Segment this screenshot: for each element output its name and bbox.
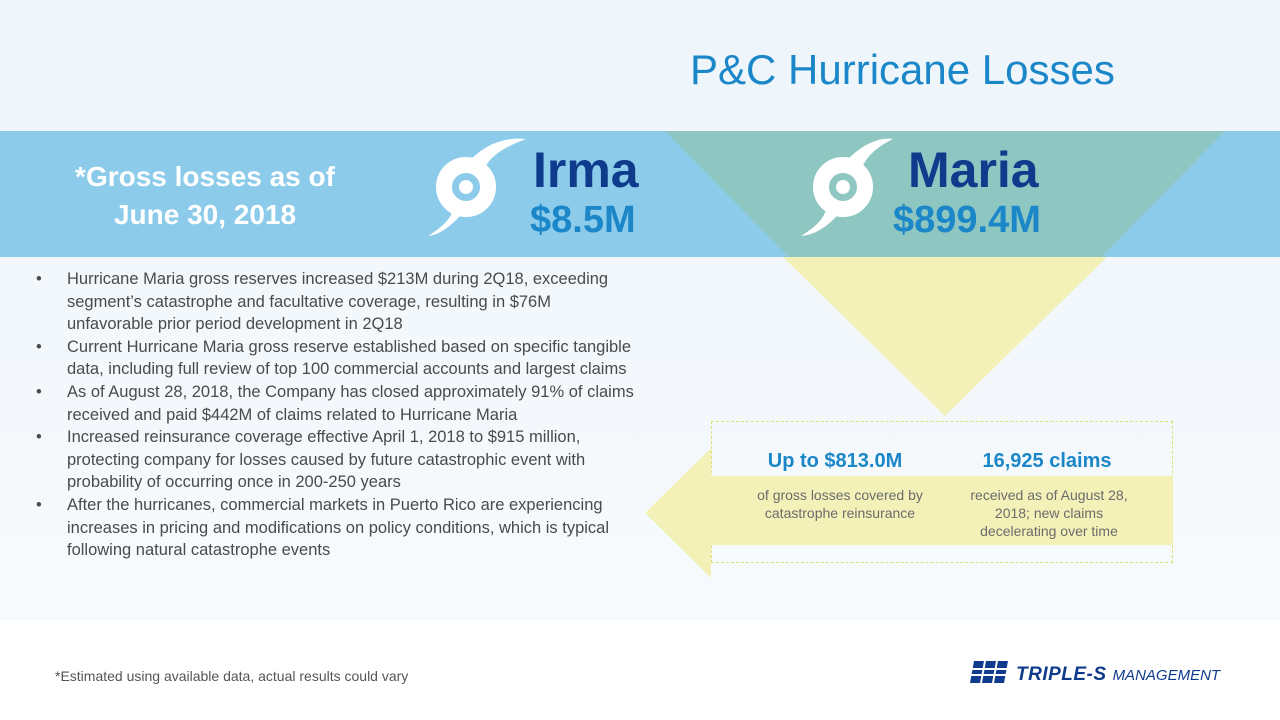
storm-amount-maria: $899.4M (893, 199, 1041, 241)
decorative-shapes (645, 131, 1225, 578)
bullet-text: Increased reinsurance coverage effective… (67, 428, 586, 492)
storm-name-maria: Maria (908, 142, 1039, 198)
hurricane-icon (428, 138, 526, 236)
stat-claims-headline: 16,925 claims (982, 450, 1112, 472)
bullet-dot: • (36, 428, 42, 447)
stat-claims-text: received as of August 28, 2018; new clai… (970, 487, 1128, 539)
brand-logo: TRIPLE-S MANAGEMENT (1016, 664, 1220, 686)
storm-amount-irma: $8.5M (530, 199, 636, 241)
yellow-triangle (783, 257, 1107, 416)
list-item: • As of August 28, 2018, the Company has … (36, 381, 636, 426)
bullet-text: Hurricane Maria gross reserves increased… (67, 270, 609, 334)
footnote: *Estimated using available data, actual … (55, 668, 409, 684)
storm-name-irma: Irma (533, 142, 639, 198)
list-item: • Increased reinsurance coverage effectiv… (36, 426, 636, 494)
brand-name: TRIPLE-S (1016, 664, 1107, 685)
list-item: • Current Hurricane Maria gross reserve e… (36, 336, 636, 381)
bullet-text: As of August 28, 2018, the Company has c… (67, 382, 634, 424)
yellow-arrow (645, 448, 711, 578)
bullet-text: Current Hurricane Maria gross reserve es… (67, 337, 632, 379)
bullet-dot: • (36, 382, 42, 401)
list-item: • Hurricane Maria gross reserves increase… (36, 268, 636, 336)
stat-reinsurance-headline: Up to $813.0M (767, 450, 903, 472)
hurricane-icon (801, 138, 893, 236)
stat-reinsurance-text: of gross losses covered by catastrophe r… (757, 487, 923, 521)
bullet-dot: • (36, 495, 42, 514)
gross-losses-note: *Gross losses as of June 30, 2018 (40, 158, 370, 234)
bullet-dot: • (36, 270, 42, 288)
bullet-list: • Hurricane Maria gross reserves increase… (36, 268, 636, 562)
list-item: • After the hurricanes, commercial market… (36, 494, 636, 562)
brand-suffix: MANAGEMENT (1112, 667, 1221, 684)
page-title: P&C Hurricane Losses (690, 46, 1115, 93)
bullet-text: After the hurricanes, commercial markets… (67, 495, 610, 560)
gross-losses-line2: June 30, 2018 (113, 199, 297, 230)
sss-logo-icon (970, 661, 1008, 683)
gross-losses-line1: *Gross losses as of (75, 161, 335, 192)
stats-box-stripe (711, 476, 1173, 545)
bullet-dot: • (36, 337, 42, 356)
